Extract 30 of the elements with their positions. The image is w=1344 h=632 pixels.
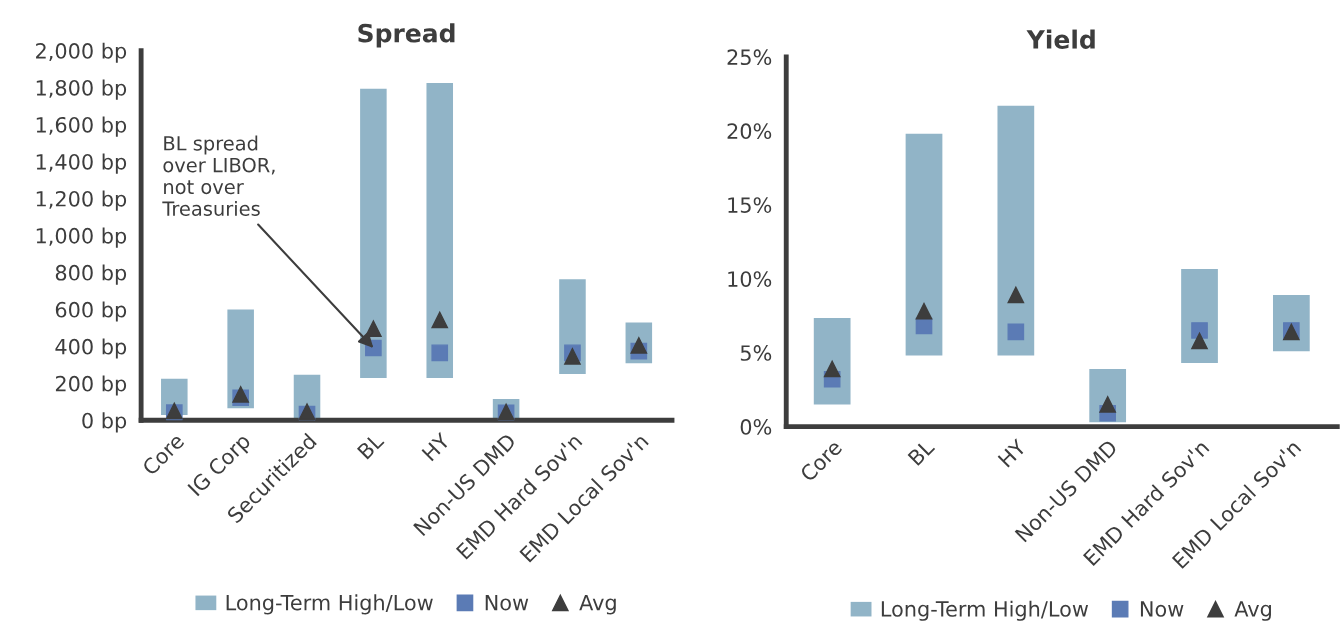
y-tick-label: 20% — [727, 123, 772, 140]
y-tick-label: 1,000 bp — [36, 227, 127, 248]
y-tick-label: 2,000 bp — [36, 42, 127, 63]
y-tick-label: 1,200 bp — [36, 190, 127, 211]
y-tick-label: 1,800 bp — [36, 79, 127, 100]
y-tick-label: 5% — [740, 345, 772, 361]
y-tick-label: 15% — [728, 197, 772, 213]
legend-label: Avg — [1234, 601, 1271, 621]
y-tick-label: 1,400 bp — [36, 153, 127, 174]
x-tick-label: BL — [356, 431, 385, 460]
annotation: BL spread over LIBOR, not over Treasuries — [162, 135, 275, 216]
y-tick-label: 800 bp — [55, 264, 127, 285]
y-tick-label: 400 bp — [55, 338, 127, 359]
x-tick-label: HY — [421, 431, 451, 462]
legend-label: Long-Term High/Low — [226, 594, 433, 615]
y-tick-label: 200 bp — [55, 375, 127, 396]
y-tick-label: 0 bp — [82, 412, 127, 433]
y-tick-label: 1,600 bp — [36, 116, 127, 137]
chart-title: Spread — [358, 23, 455, 48]
x-tick-label: HY — [997, 438, 1028, 468]
legend-label: Avg — [579, 594, 616, 615]
chart-title: Yield — [1026, 29, 1095, 49]
legend-label: Now — [485, 594, 529, 611]
legend-label: Long-Term High/Low — [881, 600, 1089, 621]
legend-label: Now — [1140, 601, 1184, 617]
y-tick-label: 25% — [727, 49, 772, 66]
y-tick-label: 600 bp — [55, 301, 127, 322]
y-tick-label: 0% — [740, 419, 772, 435]
x-tick-label: BL — [907, 438, 936, 466]
y-tick-label: 10% — [728, 271, 772, 287]
